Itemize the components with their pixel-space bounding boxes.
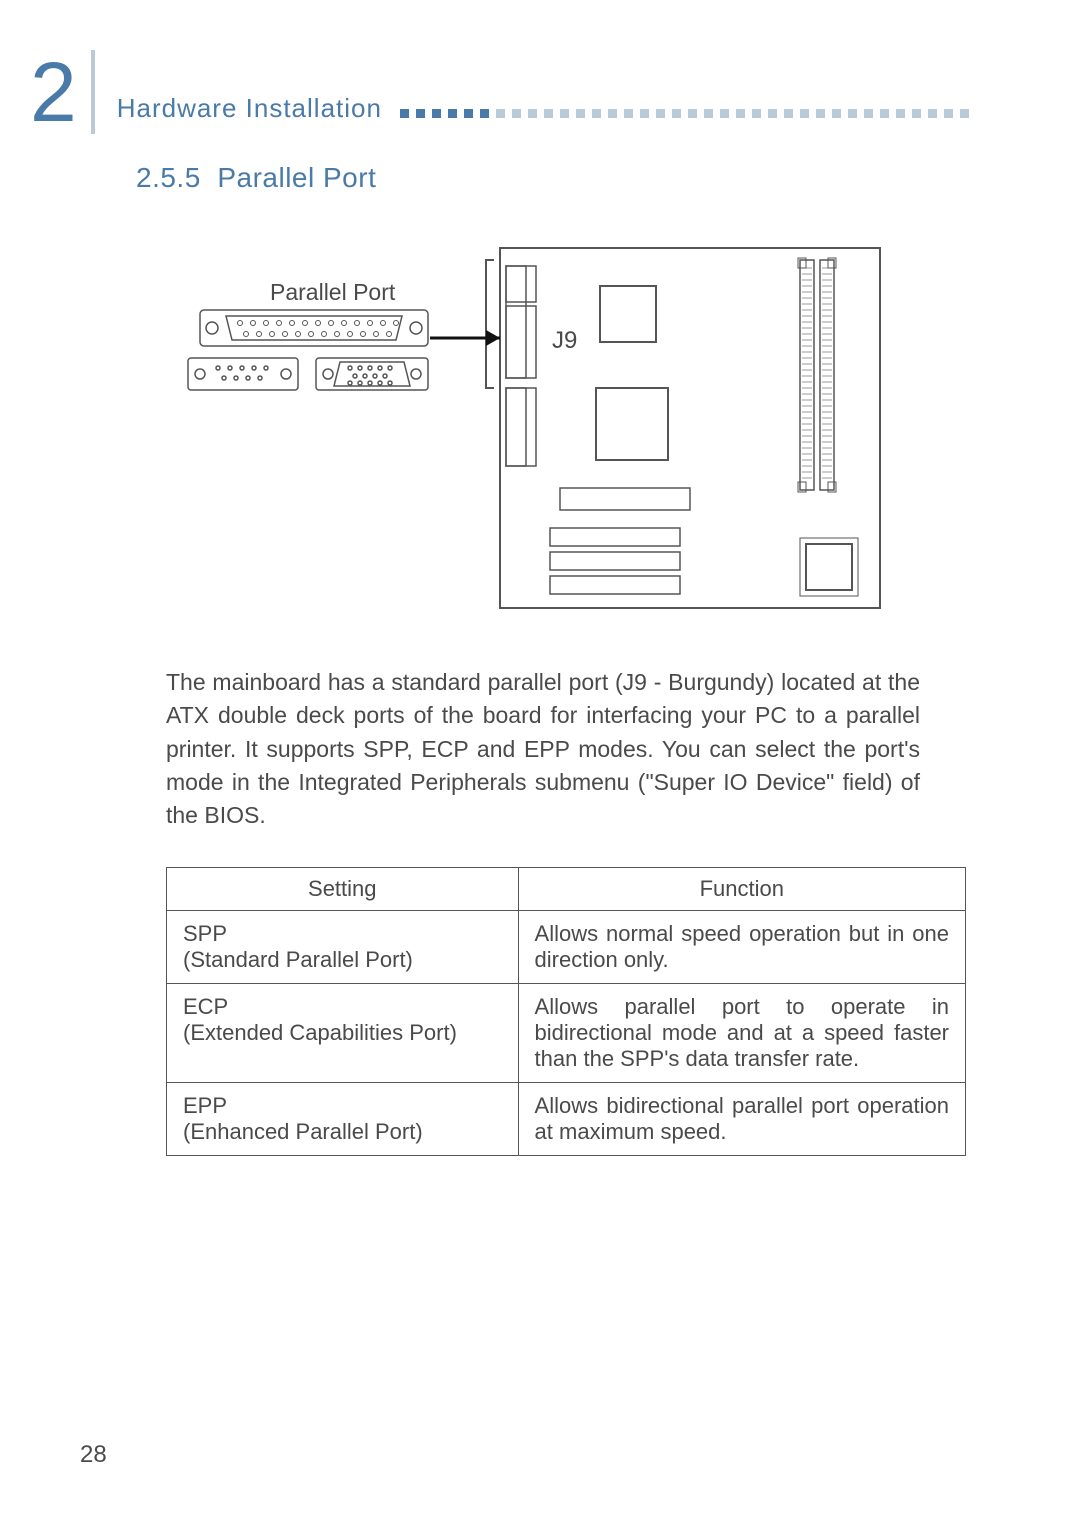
- function-cell: Allows parallel port to operate in bidir…: [518, 983, 965, 1082]
- setting-full: (Enhanced Parallel Port): [183, 1119, 423, 1144]
- chapter-number: 2: [30, 50, 95, 134]
- chapter-title-text: Hardware Installation: [117, 93, 382, 123]
- body-paragraph: The mainboard has a standard parallel po…: [166, 666, 920, 833]
- callout-label: Parallel Port: [270, 279, 396, 305]
- page-number: 28: [80, 1441, 107, 1469]
- setting-cell: ECP (Extended Capabilities Port): [167, 983, 519, 1082]
- settings-table: Setting Function SPP (Standard Parallel …: [166, 867, 966, 1156]
- section-number: 2.5.5: [136, 162, 201, 193]
- table-row: EPP (Enhanced Parallel Port) Allows bidi…: [167, 1082, 966, 1155]
- setting-abbr: SPP: [183, 921, 227, 946]
- table-header-function: Function: [518, 867, 965, 910]
- table-row: ECP (Extended Capabilities Port) Allows …: [167, 983, 966, 1082]
- setting-full: (Extended Capabilities Port): [183, 1020, 457, 1045]
- table-row: SPP (Standard Parallel Port) Allows norm…: [167, 910, 966, 983]
- diagram-container: J9 Parallel Port: [60, 238, 1000, 618]
- setting-full: (Standard Parallel Port): [183, 947, 413, 972]
- dotted-rule: [400, 94, 976, 125]
- setting-abbr: EPP: [183, 1093, 227, 1118]
- setting-cell: SPP (Standard Parallel Port): [167, 910, 519, 983]
- table-header-setting: Setting: [167, 867, 519, 910]
- chapter-header: 2 Hardware Installation: [30, 50, 1000, 134]
- chapter-title: Hardware Installation: [117, 59, 976, 126]
- function-cell: Allows bidirectional parallel port opera…: [518, 1082, 965, 1155]
- page: 2 Hardware Installation 2.5.5 Parallel P…: [0, 0, 1080, 1196]
- function-cell: Allows normal speed operation but in one…: [518, 910, 965, 983]
- setting-cell: EPP (Enhanced Parallel Port): [167, 1082, 519, 1155]
- section-heading: 2.5.5 Parallel Port: [136, 162, 1000, 194]
- connector-label: J9: [552, 327, 577, 354]
- motherboard-diagram: J9 Parallel Port: [160, 238, 900, 618]
- section-title: Parallel Port: [217, 162, 376, 193]
- setting-abbr: ECP: [183, 994, 228, 1019]
